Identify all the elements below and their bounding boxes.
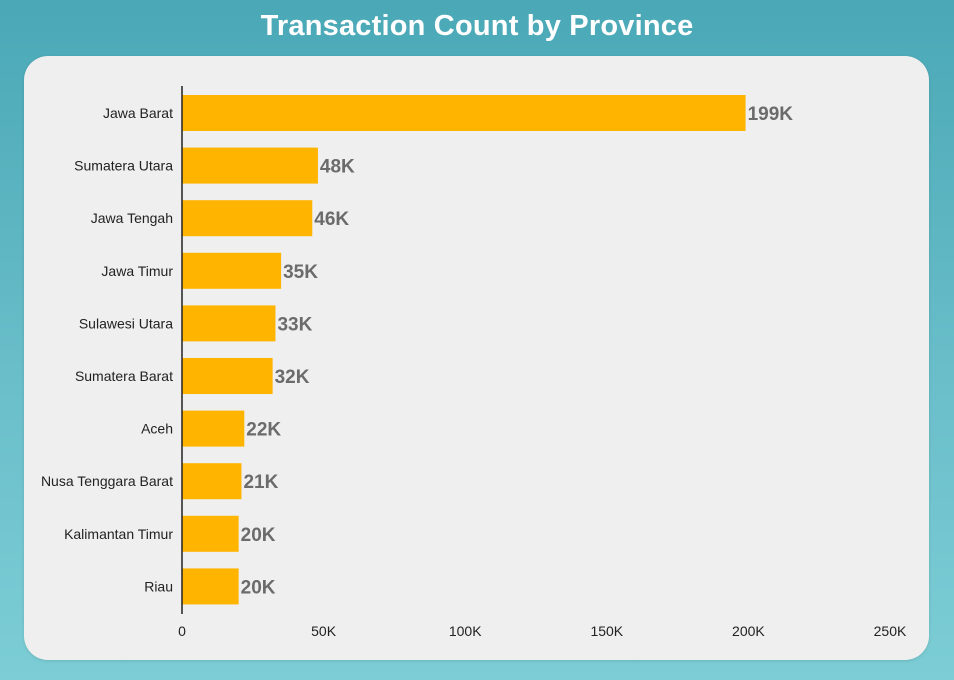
value-label: 199K [748,104,794,125]
value-label: 21K [243,472,278,493]
category-label: Aceh [141,421,173,437]
value-label: 48K [320,157,355,178]
category-label: Sumatera Utara [74,158,173,174]
bar-jawa-tengah [182,200,313,237]
x-tick-label: 150K [590,623,623,639]
category-label: Jawa Timur [101,263,173,279]
x-axis-ticks: 0 50K 100K 150K 200K 250K [178,623,907,639]
bars-layer [182,95,746,605]
value-label: 35K [283,262,318,283]
value-label: 22K [246,420,281,441]
x-tick-label: 250K [874,623,907,639]
value-label: 20K [241,577,276,598]
bar-nusa-tenggara-barat [182,463,242,500]
x-tick-label: 50K [311,623,337,639]
value-labels: 199K 48K 46K 35K 33K 32K 22K 21K 20K 20K [241,104,794,598]
category-label: Nusa Tenggara Barat [41,473,173,489]
value-label: 32K [275,367,310,388]
bar-kalimantan-timur [182,515,239,552]
category-labels: Jawa Barat Sumatera Utara Jawa Tengah Jawa … [41,105,173,594]
bar-jawa-timur [182,252,282,289]
category-label: Riau [144,578,173,594]
bar-jawa-barat [182,95,746,131]
category-label: Sulawesi Utara [79,315,173,331]
chart-card: Jawa Barat Sumatera Utara Jawa Tengah Jawa … [24,56,929,660]
category-label: Sumatera Barat [75,368,173,384]
bar-chart: Jawa Barat Sumatera Utara Jawa Tengah Jawa … [41,86,907,639]
x-tick-label: 200K [732,623,765,639]
value-label: 46K [314,209,349,230]
category-label: Jawa Barat [103,105,173,121]
bar-sumatera-barat [182,358,273,394]
chart-title: Transaction Count by Province [260,10,694,42]
bar-sulawesi-utara [182,305,276,342]
x-tick-label: 100K [449,623,482,639]
value-label: 20K [241,525,276,546]
category-label: Jawa Tengah [91,210,173,226]
category-label: Kalimantan Timur [64,526,173,542]
x-tick-label: 0 [178,623,186,639]
bar-aceh [182,410,245,447]
bar-sumatera-utara [182,147,318,184]
value-label: 33K [277,314,312,335]
bar-riau [182,568,239,605]
